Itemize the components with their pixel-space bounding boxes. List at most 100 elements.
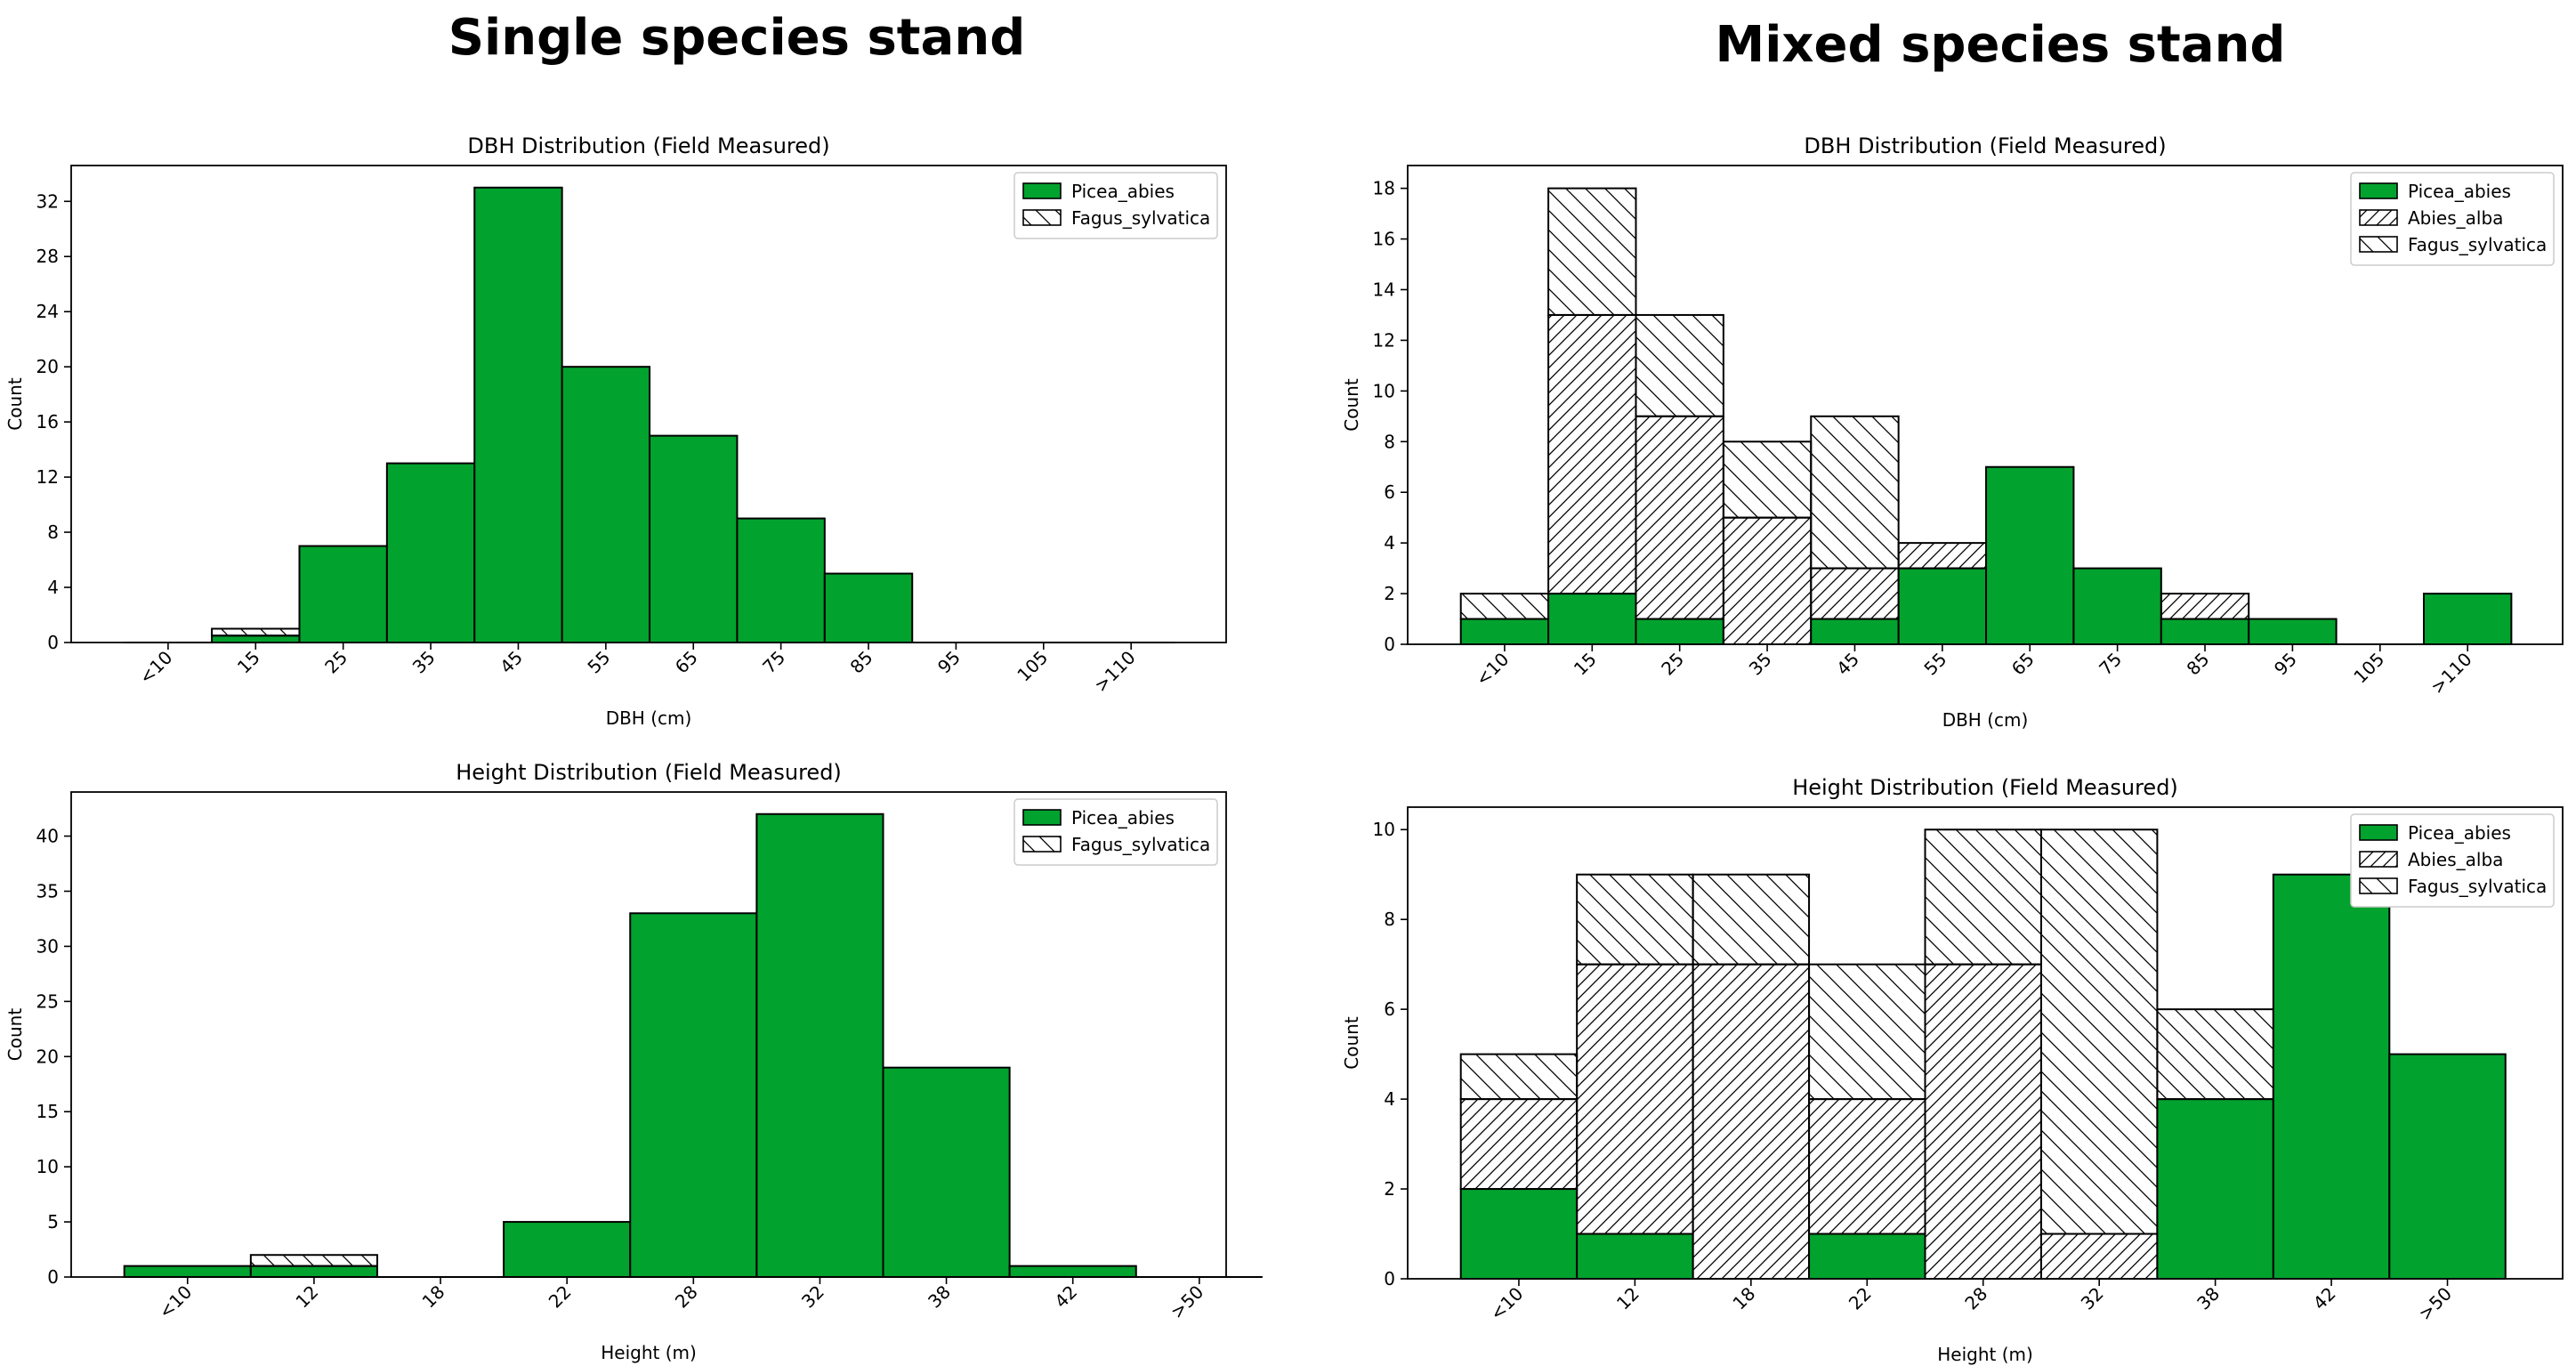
bar-picea-abies (211, 635, 301, 643)
legend (1013, 798, 1218, 866)
bar-picea-abies (1985, 465, 2075, 646)
y-tick-label: 8 (1384, 909, 1395, 930)
x-tick-label: 12 (1612, 1283, 1643, 1314)
heading-single-species: Single species stand (448, 9, 1026, 67)
legend-swatch-fagus-sylvatica (2359, 877, 2398, 894)
x-tick-label: >50 (2414, 1283, 2456, 1325)
bar-picea-abies (1459, 1188, 1579, 1280)
legend-label: Picea_abies (2408, 181, 2511, 202)
x-tick-label: 12 (291, 1281, 322, 1313)
bar-hatch-fagus-sylvatica (1808, 963, 1926, 1101)
legend-swatch-abies-alba (2359, 851, 2398, 868)
bar-picea-abies (249, 1265, 378, 1279)
bar-picea-abies (2388, 1053, 2507, 1280)
y-tick-label: 8 (1384, 431, 1395, 452)
bar-picea-abies (2272, 873, 2391, 1280)
y-tick-label: 15 (36, 1101, 59, 1122)
y-tick-label: 6 (1384, 481, 1395, 503)
x-axis-label: Height (m) (601, 1342, 697, 1363)
axes-frame (70, 791, 1227, 1278)
chart-title: DBH Distribution (Field Measured) (467, 133, 829, 158)
heading-mixed-species: Mixed species stand (1715, 16, 2286, 74)
x-tick-label: 65 (671, 647, 702, 678)
x-tick-label: 38 (924, 1281, 955, 1313)
x-tick-label: 42 (1050, 1281, 1081, 1313)
x-tick-label: 15 (233, 647, 264, 678)
x-tick-label: 75 (2095, 649, 2126, 680)
y-tick-label: 10 (1373, 819, 1395, 840)
chart-height-mixed: Height Distribution (Field Measured) 0 2 4 6… (1341, 775, 2564, 1365)
y-tick-label: 25 (36, 990, 59, 1012)
legend-swatch-picea-abies (2359, 824, 2398, 841)
bar-hatch-abies-alba (1692, 963, 1811, 1281)
bar-picea-abies (1810, 618, 1900, 645)
x-tick-label: 18 (1728, 1283, 1759, 1314)
legend (1013, 172, 1218, 239)
x-tick-label: 45 (496, 647, 527, 678)
x-tick-label: >110 (1090, 647, 1140, 697)
y-tick-label: 20 (36, 356, 59, 377)
y-tick-label: 16 (36, 411, 59, 432)
x-tick-label: 75 (758, 647, 789, 678)
bar-hatch-abies-alba (2039, 1233, 2159, 1280)
x-tick-label: <10 (135, 647, 177, 689)
bar-hatch-abies-alba (1924, 963, 2042, 1281)
y-axis-label: Count (4, 1008, 26, 1062)
x-tick-label: >110 (2427, 649, 2476, 699)
y-tick-label: 10 (1373, 380, 1395, 401)
x-tick-label: 22 (545, 1281, 576, 1313)
x-tick-label: <10 (1472, 649, 1514, 691)
y-tick-label: 30 (36, 935, 59, 957)
x-tick-label: 35 (408, 647, 440, 678)
y-tick-label: 32 (36, 190, 59, 212)
bar-picea-abies (2248, 618, 2338, 645)
x-tick-label: >50 (1167, 1281, 1208, 1323)
y-tick-label: 4 (47, 577, 59, 598)
legend-swatch-abies-alba (2359, 209, 2398, 226)
x-tick-label: 25 (320, 647, 351, 678)
y-tick-label: 20 (36, 1046, 59, 1067)
bar-hatch-abies-alba (1722, 516, 1813, 646)
y-tick-label: 24 (36, 301, 59, 322)
y-axis-label: Count (1341, 1016, 1362, 1070)
chart-title: DBH Distribution (Field Measured) (1804, 133, 2166, 158)
chart-title: Height Distribution (Field Measured) (1792, 775, 2178, 800)
x-tick-label: 35 (1745, 649, 1776, 680)
x-tick-label: 38 (2192, 1283, 2224, 1314)
legend-label: Picea_abies (1071, 181, 1175, 202)
legend-swatch-picea-abies (1022, 809, 1062, 826)
y-tick-label: 10 (36, 1156, 59, 1177)
x-tick-label: 25 (1657, 649, 1688, 680)
y-tick-label: 6 (1384, 998, 1395, 1020)
bar-hatch-fagus-sylvatica (1810, 415, 1900, 570)
y-tick-label: 16 (1373, 229, 1395, 250)
bar-hatch-fagus-sylvatica (211, 627, 301, 637)
legend-label: Fagus_sylvatica (1071, 834, 1210, 855)
bar-picea-abies (298, 545, 388, 644)
y-tick-label: 18 (1373, 178, 1395, 199)
x-axis-label: DBH (cm) (606, 707, 692, 729)
y-tick-label: 2 (1384, 583, 1395, 604)
bar-picea-abies (385, 462, 476, 644)
x-tick-label: 105 (2349, 649, 2388, 688)
bar-hatch-abies-alba (1897, 542, 1988, 570)
y-axis-label: Count (1341, 378, 1362, 432)
bar-picea-abies (2072, 567, 2162, 646)
bar-picea-abies (823, 572, 914, 644)
legend (2350, 813, 2555, 908)
legend-label: Abies_alba (2408, 207, 2503, 229)
bar-picea-abies (755, 812, 884, 1279)
axes-frame (1407, 806, 2564, 1280)
bar-hatch-abies-alba (1810, 567, 1900, 620)
y-tick-label: 40 (36, 826, 59, 847)
bar-picea-abies (1808, 1233, 1926, 1280)
bar-hatch-fagus-sylvatica (1547, 187, 1637, 316)
x-tick-label: 65 (2007, 649, 2039, 680)
x-tick-label: 85 (2183, 649, 2214, 680)
y-tick-label: 28 (36, 246, 59, 267)
legend-swatch-fagus-sylvatica (1022, 836, 1062, 853)
bar-picea-abies (1897, 567, 1988, 646)
y-tick-label: 12 (1373, 329, 1395, 351)
y-tick-label: 0 (1384, 634, 1395, 655)
bar-hatch-abies-alba (2160, 593, 2250, 620)
